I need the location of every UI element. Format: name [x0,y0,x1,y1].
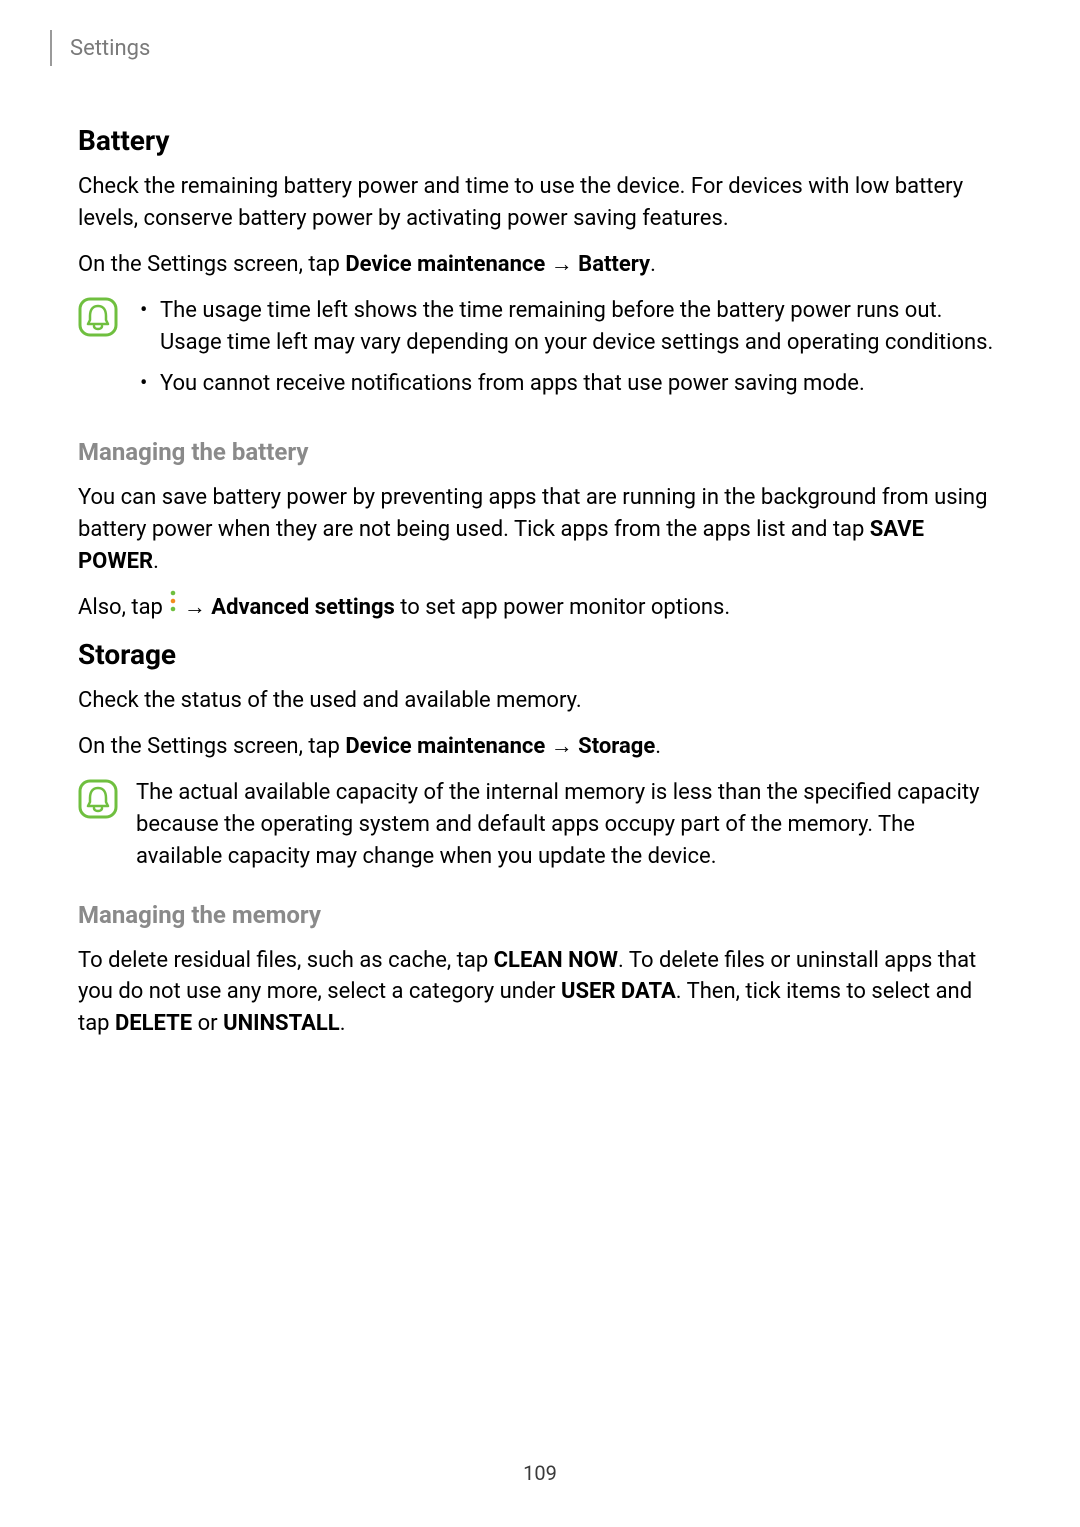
text: . [650,252,656,277]
text: You can save battery power by preventing… [78,485,987,542]
storage-title: Storage [78,638,1002,671]
clean-now-label: CLEAN NOW [494,948,618,973]
storage-path: On the Settings screen, tap Device maint… [78,731,1002,763]
page-number: 109 [0,1461,1080,1485]
text: On the Settings screen, tap [78,252,345,277]
managing-battery-p2: Also, tap → Advanced settings to set app… [78,592,1002,624]
notice-bell-icon [78,779,118,823]
breadcrumb: Settings [78,30,1002,66]
arrow: → [545,734,578,759]
text: On the Settings screen, tap [78,734,345,759]
path-battery: Battery [578,252,650,277]
managing-memory-title: Managing the memory [78,901,1002,929]
delete-label: DELETE [115,1011,192,1036]
managing-battery-title: Managing the battery [78,438,1002,466]
path-device-maintenance: Device maintenance [345,734,545,759]
user-data-label: USER DATA [561,979,676,1004]
header-rule [50,30,52,66]
text: to set app power monitor options. [395,595,730,620]
storage-intro: Check the status of the used and availab… [78,685,1002,717]
battery-path: On the Settings screen, tap Device maint… [78,249,1002,281]
arrow: → [545,252,578,277]
arrow: → [178,595,211,620]
text: or [192,1011,223,1036]
text: . [340,1011,346,1036]
uninstall-label: UNINSTALL [223,1011,340,1036]
advanced-settings-label: Advanced settings [211,595,395,620]
text: . [655,734,661,759]
note-item: You cannot receive notifications from ap… [136,368,1002,400]
note-item: The usage time left shows the time remai… [136,295,1002,359]
managing-battery-p1: You can save battery power by preventing… [78,482,1002,578]
path-storage: Storage [578,734,655,759]
more-options-icon [168,590,178,622]
path-device-maintenance: Device maintenance [345,252,545,277]
battery-title: Battery [78,124,1002,157]
battery-note-block: The usage time left shows the time remai… [78,295,1002,411]
text: . [153,549,159,574]
storage-note-block: The actual available capacity of the int… [78,777,1002,873]
managing-memory-p: To delete residual files, such as cache,… [78,945,1002,1041]
battery-intro: Check the remaining battery power and ti… [78,171,1002,235]
text: Also, tap [78,595,168,620]
breadcrumb-text: Settings [70,36,150,61]
battery-note-content: The usage time left shows the time remai… [136,295,1002,411]
notice-bell-icon [78,297,118,341]
note-text: The actual available capacity of the int… [136,780,980,869]
storage-note-content: The actual available capacity of the int… [136,777,1002,873]
text: To delete residual files, such as cache,… [78,948,494,973]
